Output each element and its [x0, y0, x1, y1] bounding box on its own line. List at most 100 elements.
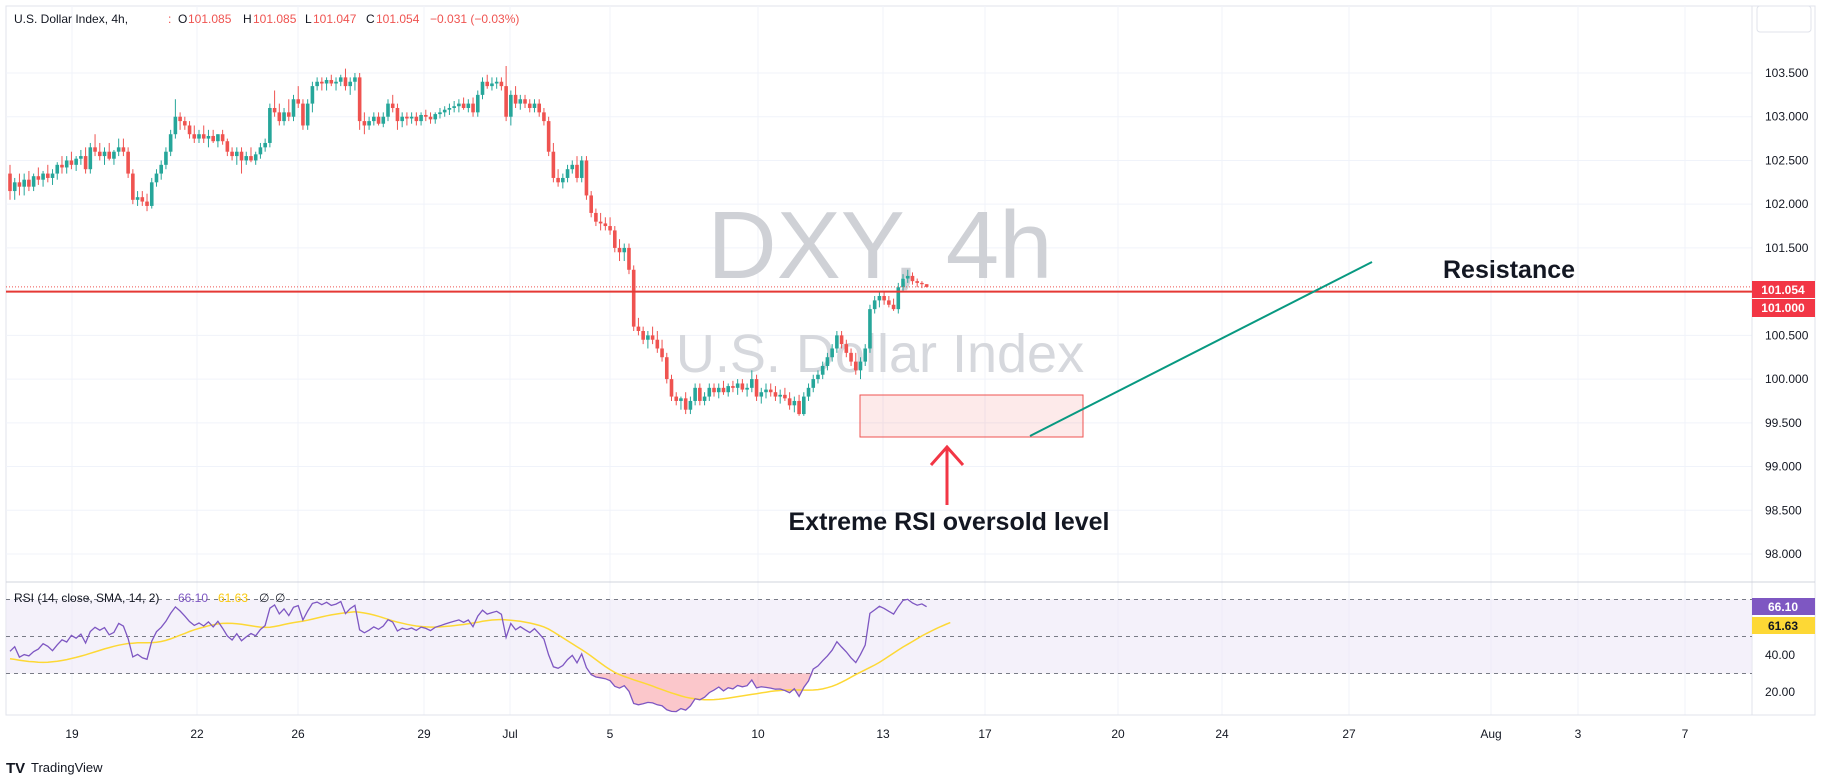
candle-body — [915, 281, 919, 283]
candle-body — [334, 81, 338, 84]
time-tick-label: 13 — [876, 727, 890, 741]
candle-body — [178, 116, 182, 122]
candle-body — [891, 304, 896, 310]
candle-body — [286, 112, 291, 117]
candle-body — [646, 335, 650, 340]
candle-body — [716, 387, 721, 393]
time-axis[interactable]: 19 22 26 29 Jul 5 10 13 17 20 24 27 Aug 3 7 — [65, 727, 1688, 741]
candle-body — [433, 114, 438, 120]
candle-body — [447, 107, 452, 110]
candle-body — [877, 296, 882, 301]
price-tick-label: 99.000 — [1765, 460, 1802, 474]
candle-body — [556, 177, 560, 183]
candle-body — [499, 81, 504, 87]
candle-body — [636, 326, 641, 331]
candle-body — [107, 151, 112, 159]
time-grid — [71, 6, 1686, 715]
time-tick-label: 3 — [1575, 727, 1582, 741]
candle-body — [802, 396, 806, 415]
candle-body — [206, 135, 211, 139]
rsi-legend-sma-value: 61.63 — [218, 591, 248, 605]
tradingview-logo[interactable]: TV TradingView — [6, 760, 103, 777]
candle-body — [641, 330, 645, 340]
candle-body — [348, 81, 352, 87]
rsi-tick-label: 40.00 — [1765, 648, 1795, 662]
rsi-axis[interactable]: 20.00 40.00 — [1765, 648, 1795, 699]
candle-body — [211, 135, 215, 142]
candle-body — [603, 223, 608, 227]
time-tick-label: 19 — [65, 727, 79, 741]
tradingview-logo-icon: TV — [6, 760, 25, 777]
candle-body — [825, 357, 830, 366]
candle-body — [8, 173, 12, 192]
candle-body — [702, 396, 707, 401]
candle-body — [759, 392, 764, 397]
candle-body — [83, 156, 88, 170]
candle-body — [452, 106, 456, 108]
oversold-label[interactable]: Extreme RSI oversold level — [789, 508, 1110, 536]
rsi-guide-lines — [6, 599, 1752, 674]
candle-body — [135, 197, 140, 200]
rsi-legend[interactable]: RSI (14, close, SMA, 14, 2) 66.10 61.63 … — [14, 591, 285, 605]
candle-body — [121, 147, 126, 152]
candle-body — [887, 300, 891, 305]
candle-body — [187, 125, 192, 135]
candle-body — [315, 81, 319, 87]
candle-body — [490, 83, 494, 87]
candle-body — [844, 344, 849, 353]
candle-body — [594, 212, 598, 222]
candle-body — [745, 387, 749, 390]
candle-body — [622, 247, 627, 253]
candle-body — [613, 230, 617, 248]
candle-body — [60, 164, 64, 168]
candle-body — [905, 275, 910, 279]
candle-body — [159, 164, 163, 174]
price-tick-label: 98.000 — [1765, 547, 1802, 561]
price-tick-label: 100.000 — [1765, 372, 1809, 386]
candle-body — [924, 284, 929, 287]
candle-body — [726, 386, 730, 393]
resistance-label[interactable]: Resistance — [1443, 256, 1575, 284]
rsi-legend-name: RSI (14, close, SMA, 14, 2) — [14, 591, 159, 605]
price-tick-label: 102.500 — [1765, 153, 1809, 167]
candle-body — [263, 142, 267, 148]
candle-body — [683, 398, 688, 410]
candle-body — [197, 134, 201, 139]
candle-body — [466, 103, 471, 108]
support-trend-line[interactable] — [1029, 261, 1373, 437]
candle-body — [353, 77, 357, 82]
price-tick-label: 99.500 — [1765, 416, 1802, 430]
time-tick-label: Jul — [502, 727, 517, 741]
candle-body — [291, 99, 296, 117]
candle-body — [457, 103, 461, 107]
candle-body — [787, 398, 792, 406]
oversold-zone-box[interactable] — [859, 394, 1084, 438]
candle-body — [367, 121, 371, 126]
candle-body — [282, 112, 286, 122]
symbol-legend[interactable]: U.S. Dollar Index, 4h, : O 101.085 H 101… — [14, 12, 519, 26]
rsi-sma-badge: 61.63 — [1752, 617, 1815, 634]
candle-body — [537, 103, 541, 113]
candle-body — [608, 226, 612, 231]
candle-body — [424, 114, 428, 117]
candle-body — [740, 383, 745, 390]
candle-body — [920, 282, 924, 285]
candle-body — [112, 151, 116, 159]
candle-body — [627, 247, 631, 270]
candle-body — [97, 151, 102, 157]
candle-body — [764, 389, 768, 393]
candle-body — [664, 357, 669, 380]
candle-body — [485, 81, 490, 87]
candle-body — [357, 77, 362, 122]
candle-body — [405, 116, 409, 119]
up-arrow-icon[interactable] — [929, 444, 965, 505]
symbol-title: U.S. Dollar Index, 4h, — [14, 12, 128, 26]
axis-top-button[interactable] — [1756, 5, 1812, 33]
candle-body — [669, 379, 674, 397]
time-tick-label: 27 — [1342, 727, 1356, 741]
candle-body — [872, 300, 877, 310]
candle-body — [504, 86, 508, 117]
price-tick-label: 101.500 — [1765, 241, 1809, 255]
candle-body — [480, 81, 485, 95]
